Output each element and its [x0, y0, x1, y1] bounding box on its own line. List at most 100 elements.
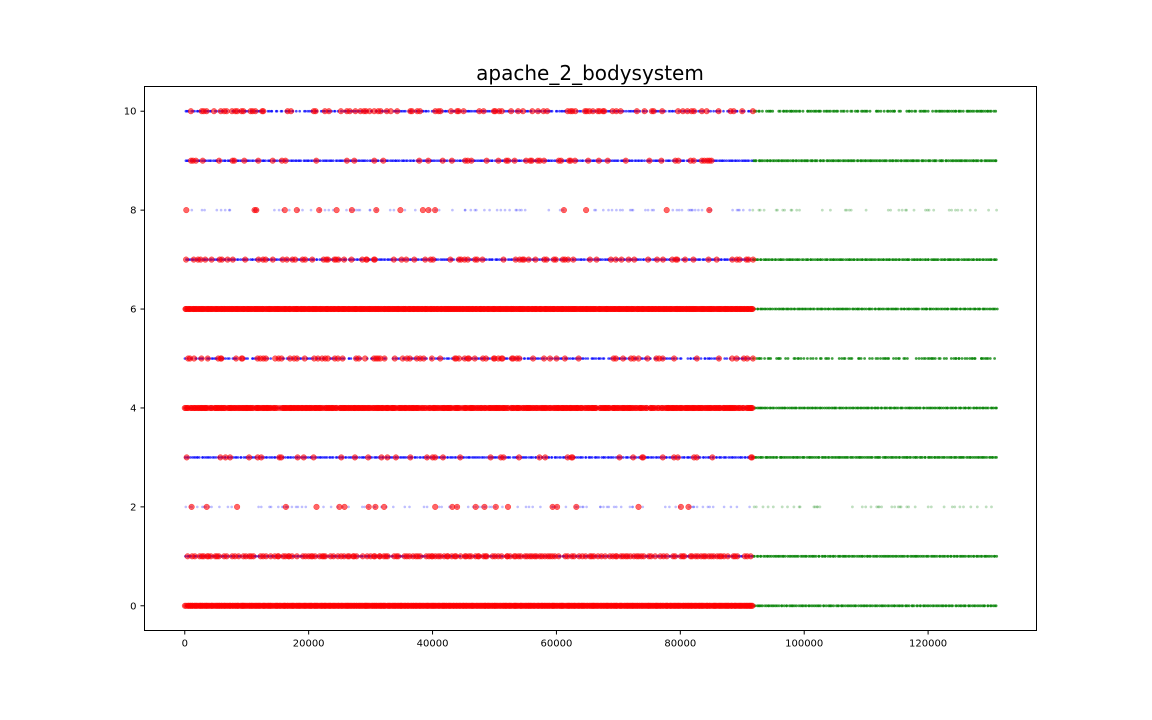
- train-point: [748, 505, 751, 509]
- highlight-point: [191, 355, 198, 362]
- highlight-point: [674, 454, 681, 461]
- highlight-point: [747, 553, 754, 560]
- train-point: [604, 456, 607, 459]
- highlight-point: [198, 355, 205, 362]
- highlight-point: [749, 454, 756, 461]
- test-point: [916, 456, 919, 459]
- test-point: [901, 406, 904, 410]
- test-point: [851, 505, 854, 509]
- highlight-point: [734, 553, 741, 560]
- highlight-point: [635, 503, 642, 510]
- test-point: [922, 406, 926, 410]
- train-point: [304, 505, 308, 509]
- highlight-point: [341, 503, 348, 510]
- train-point: [724, 456, 728, 459]
- train-point: [344, 456, 348, 459]
- test-point: [777, 604, 781, 608]
- highlight-point: [540, 355, 548, 362]
- test-point: [945, 357, 948, 360]
- highlight-point: [218, 355, 225, 362]
- test-point: [954, 406, 958, 410]
- train-point: [679, 357, 683, 360]
- test-point: [984, 505, 988, 509]
- test-point: [906, 357, 909, 360]
- chart-title: apache_2_bodysystem: [476, 61, 704, 85]
- train-point: [277, 505, 280, 509]
- train-point: [581, 456, 584, 459]
- test-point: [943, 456, 946, 459]
- highlight-point: [395, 553, 402, 560]
- test-point: [983, 604, 987, 608]
- test-point: [871, 604, 875, 608]
- train-point: [701, 505, 705, 509]
- test-point: [912, 604, 916, 608]
- train-point: [392, 505, 395, 509]
- highlight-point: [681, 553, 688, 560]
- highlight-point: [635, 355, 642, 362]
- train-point: [710, 357, 713, 360]
- highlight-point: [417, 553, 424, 560]
- test-point: [896, 406, 900, 410]
- highlight-point: [482, 355, 490, 362]
- test-point: [903, 554, 907, 558]
- train-point: [490, 505, 494, 509]
- highlight-point: [227, 454, 234, 461]
- highlight-point: [378, 454, 385, 461]
- test-point: [995, 406, 998, 410]
- test-point: [942, 604, 945, 608]
- train-point: [246, 357, 249, 360]
- train-point: [236, 258, 240, 261]
- test-point: [901, 604, 905, 608]
- test-point: [870, 406, 874, 410]
- train-point: [652, 456, 655, 459]
- test-point: [986, 604, 990, 608]
- highlight-point: [362, 355, 369, 362]
- series-row-3: [183, 454, 998, 461]
- test-point: [964, 554, 968, 558]
- train-point: [269, 357, 273, 360]
- test-point: [785, 604, 789, 608]
- test-point: [927, 554, 930, 558]
- test-point: [946, 307, 950, 311]
- test-point: [882, 307, 886, 311]
- test-point: [763, 357, 766, 360]
- highlight-point: [616, 454, 623, 461]
- highlight-point: [423, 454, 431, 461]
- train-point: [699, 357, 703, 360]
- test-point: [780, 604, 784, 608]
- test-point: [898, 357, 901, 360]
- test-point: [803, 456, 806, 459]
- highlight-point: [530, 355, 537, 362]
- train-point: [361, 505, 364, 509]
- highlight-point: [644, 355, 651, 362]
- test-point: [805, 554, 808, 558]
- series-row-7: [183, 256, 998, 263]
- train-point: [300, 505, 304, 509]
- train-point: [422, 505, 426, 509]
- highlight-point: [573, 503, 580, 510]
- test-point: [907, 505, 910, 509]
- highlight-point: [381, 355, 388, 362]
- highlight-point: [355, 355, 362, 362]
- test-point: [859, 357, 863, 360]
- highlight-point: [483, 553, 490, 560]
- test-point: [924, 357, 927, 360]
- train-point: [692, 505, 696, 509]
- test-point: [756, 307, 760, 311]
- highlight-point: [561, 355, 568, 362]
- test-point: [864, 307, 868, 311]
- train-point: [437, 505, 441, 509]
- train-point: [599, 357, 602, 360]
- highlight-point: [640, 454, 647, 461]
- highlight-point: [428, 355, 435, 362]
- test-point: [877, 406, 880, 410]
- test-point: [848, 307, 852, 311]
- test-point: [807, 604, 811, 608]
- highlight-point: [487, 454, 494, 461]
- test-point: [930, 456, 934, 459]
- train-point: [735, 505, 739, 509]
- test-point: [880, 406, 884, 410]
- highlight-point: [492, 503, 499, 510]
- highlight-point: [365, 454, 372, 461]
- test-point: [769, 357, 773, 360]
